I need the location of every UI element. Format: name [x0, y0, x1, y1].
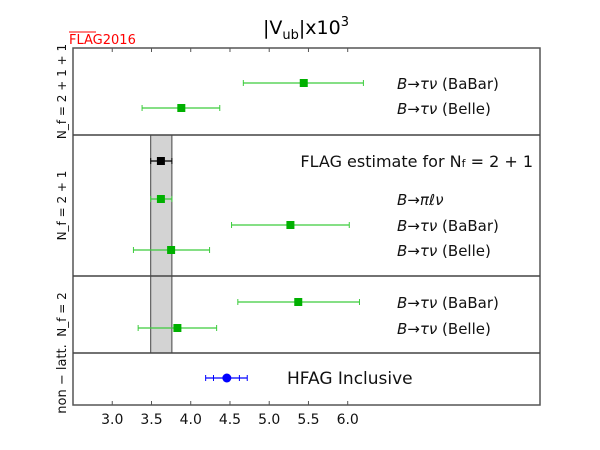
- label-experiment: (Belle): [437, 100, 491, 118]
- point-label: B→τν (Belle): [397, 100, 491, 118]
- x-tick-label: 5.0: [258, 412, 280, 428]
- label-experiment: (BaBar): [437, 217, 499, 235]
- data-point: [173, 324, 182, 332]
- x-tick-label: 4.0: [180, 412, 202, 428]
- label-process: B→τν: [397, 100, 437, 118]
- point-label: B→τν (Belle): [397, 320, 491, 338]
- estimate-sub: f: [462, 157, 467, 170]
- data-point: [167, 246, 176, 254]
- point-label: B→τν (BaBar): [397, 217, 499, 235]
- data-point: [294, 298, 303, 306]
- label-experiment: (Belle): [437, 242, 491, 260]
- panel-label-nf-2-1-1: N_f = 2 + 1 + 1: [55, 44, 69, 139]
- data-point: [222, 373, 232, 383]
- panel-label-nf-2: N_f = 2: [55, 292, 69, 337]
- label-experiment: (BaBar): [437, 294, 499, 312]
- label-process: B→τν: [397, 242, 437, 260]
- x-tick-label: 4.5: [219, 412, 241, 428]
- chart-title: |Vub|x103: [263, 15, 349, 43]
- label-process: B→τν: [397, 217, 437, 235]
- data-point: [299, 79, 308, 87]
- plot-frame: [72, 47, 541, 406]
- watermark: FLAG2016: [69, 33, 136, 48]
- label-process: B→τν: [397, 75, 437, 93]
- panel-label: non − latt.: [55, 344, 70, 414]
- point-label: B→τν (BaBar): [397, 75, 499, 93]
- panel-label-nf-2-1: N_f = 2 + 1: [55, 171, 69, 241]
- data-point: [156, 195, 165, 203]
- data-point: [177, 104, 186, 112]
- x-tick-label: 3.0: [101, 412, 123, 428]
- label-process: B→τν: [397, 320, 437, 338]
- point-label: HFAG Inclusive: [287, 369, 413, 389]
- point-label: B→τν (BaBar): [397, 294, 499, 312]
- label-experiment: (Belle): [437, 320, 491, 338]
- x-tick-label: 5.5: [297, 412, 319, 428]
- estimate-main: FLAG estimate for N: [300, 152, 461, 171]
- flag-estimate-label: FLAG estimate for Nf = 2 + 1: [300, 152, 533, 171]
- estimate-rest: = 2 + 1: [465, 152, 533, 171]
- x-tick-label: 3.5: [140, 412, 162, 428]
- label-process: B→τν: [397, 294, 437, 312]
- data-point: [286, 221, 295, 229]
- label-process: B→πℓν: [397, 191, 443, 209]
- label-experiment: (BaBar): [437, 75, 499, 93]
- flag-estimate-band: [150, 134, 173, 354]
- data-point: [156, 157, 165, 165]
- point-label: B→τν (Belle): [397, 242, 491, 260]
- point-label: B→πℓν: [397, 191, 443, 209]
- x-tick-label: 6.0: [337, 412, 359, 428]
